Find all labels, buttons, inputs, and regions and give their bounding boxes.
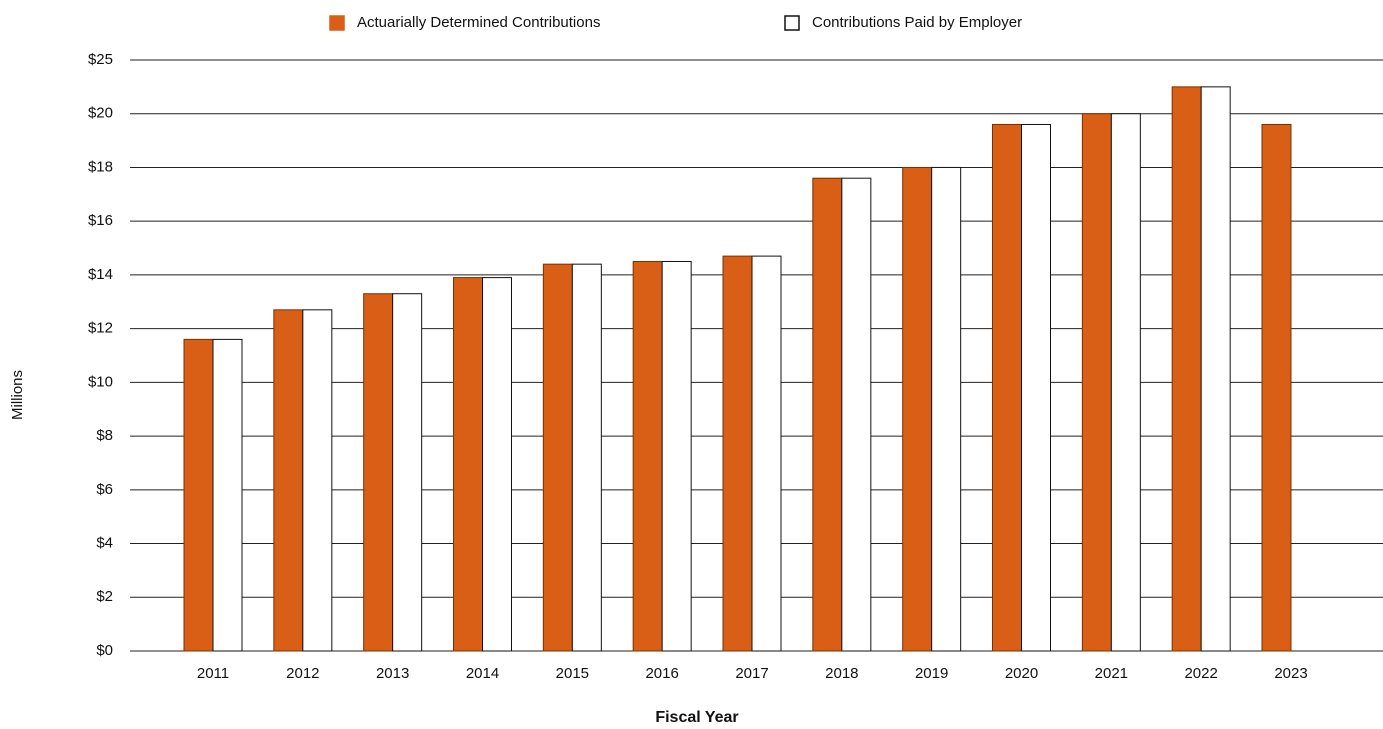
y-tick-label: $25: [88, 51, 113, 68]
legend-swatch: [784, 15, 800, 31]
x-tick-label: 2023: [1274, 665, 1307, 682]
bar: [1171, 86, 1202, 652]
bar: [992, 123, 1022, 652]
y-tick-label: $18: [88, 158, 113, 175]
x-tick-label: 2016: [645, 665, 678, 682]
bar: [542, 263, 573, 652]
bar: [453, 277, 483, 652]
x-tick-label: 2013: [376, 665, 409, 682]
bar: [1200, 86, 1231, 652]
x-tick-label: 2015: [556, 665, 589, 682]
bar: [751, 255, 782, 652]
y-tick-label: $16: [88, 212, 113, 229]
bar: [1110, 113, 1141, 652]
bar: [212, 338, 243, 652]
x-axis-label: Fiscal Year: [655, 709, 738, 726]
x-tick-label: 2019: [915, 665, 948, 682]
bar: [722, 255, 753, 652]
x-tick-label: 2011: [197, 665, 229, 682]
bar: [571, 263, 602, 652]
y-tick-label: $14: [88, 266, 113, 283]
x-tick-label: 2021: [1095, 665, 1128, 682]
bar: [632, 260, 663, 652]
legend-label: Contributions Paid by Employer: [812, 14, 1022, 31]
y-tick-label: $8: [96, 427, 113, 444]
y-tick-label: $6: [96, 481, 113, 498]
x-tick-label: 2020: [1005, 665, 1038, 682]
bar: [363, 293, 394, 652]
bar: [661, 260, 692, 652]
bar: [392, 293, 423, 652]
legend-label: Actuarially Determined Contributions: [357, 14, 600, 31]
y-tick-label: $12: [88, 320, 113, 337]
bar: [1021, 123, 1051, 652]
y-axis-label: Millions: [9, 370, 26, 420]
bar: [273, 309, 304, 652]
x-tick-label: 2017: [735, 665, 768, 682]
bar: [302, 309, 333, 652]
y-tick-label: $10: [88, 373, 113, 390]
y-tick-label: $4: [96, 535, 113, 552]
y-tick-label: $20: [88, 105, 113, 122]
x-tick-label: 2022: [1184, 665, 1217, 682]
y-tick-label: $2: [96, 588, 113, 605]
legend-swatch: [329, 15, 345, 31]
x-tick-label: 2012: [286, 665, 319, 682]
y-tick-label: $0: [96, 642, 113, 659]
x-tick-label: 2018: [825, 665, 858, 682]
bar: [841, 177, 872, 652]
bar: [482, 277, 512, 652]
bar: [931, 166, 962, 652]
bar: [1261, 123, 1292, 652]
x-tick-label: 2014: [466, 665, 499, 682]
bar: [183, 338, 214, 652]
bar: [1081, 113, 1112, 652]
bar: [812, 177, 843, 652]
bar: [902, 166, 933, 652]
